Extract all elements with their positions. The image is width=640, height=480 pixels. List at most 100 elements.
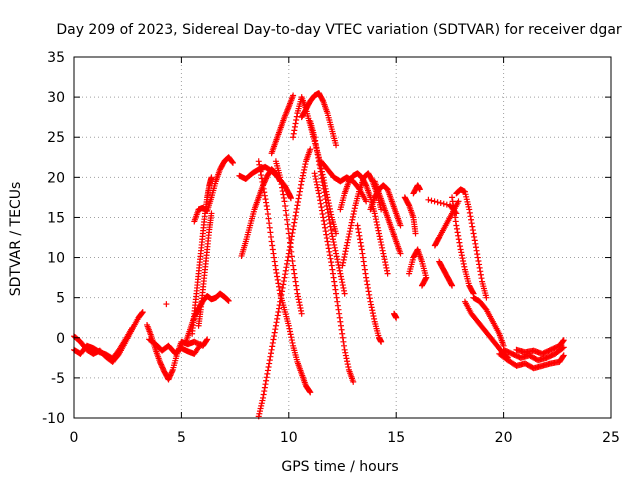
plus-marker (225, 297, 232, 304)
plus-marker (280, 281, 287, 288)
plus-marker (315, 154, 322, 161)
plus-marker (266, 224, 273, 231)
plus-marker (260, 394, 267, 401)
series-arc-2 (71, 325, 135, 362)
plus-marker (267, 353, 274, 360)
plus-marker (327, 255, 334, 262)
plus-marker (167, 370, 174, 377)
plus-marker (326, 216, 333, 223)
plus-marker (361, 266, 368, 273)
plus-marker (331, 241, 338, 248)
plus-marker (273, 319, 280, 326)
x-tick-label: 0 (70, 430, 79, 446)
series-arc-15 (272, 158, 305, 317)
plus-marker (307, 389, 314, 396)
plus-marker (334, 302, 341, 309)
y-tick-label: -10 (42, 411, 65, 427)
plus-marker (320, 182, 327, 189)
plus-marker (293, 282, 300, 289)
plus-marker (281, 274, 288, 281)
plus-marker (348, 219, 355, 226)
plus-marker (377, 236, 384, 243)
plus-marker (469, 227, 476, 234)
plus-marker (329, 233, 336, 240)
plus-marker (366, 295, 373, 302)
plus-marker (273, 270, 280, 277)
plus-marker (312, 141, 319, 148)
plus-marker (412, 230, 419, 237)
plus-marker (325, 209, 332, 216)
plus-marker (440, 200, 447, 207)
plus-marker (278, 181, 285, 188)
plus-marker (328, 262, 335, 269)
plus-marker (294, 290, 301, 297)
plus-marker (372, 216, 379, 223)
plus-marker (325, 241, 332, 248)
plus-marker (377, 239, 384, 246)
plus-marker (296, 302, 303, 309)
plus-marker (165, 376, 172, 383)
plus-marker (298, 310, 305, 317)
plus-marker (326, 252, 333, 259)
plus-marker (339, 334, 346, 341)
plus-marker (315, 187, 322, 194)
plus-marker (298, 307, 305, 314)
plus-marker (358, 246, 365, 253)
plus-marker (270, 250, 277, 257)
series-arc-14 (255, 158, 314, 396)
plus-marker (455, 232, 462, 239)
plus-marker (329, 236, 336, 243)
plus-marker (320, 214, 327, 221)
plus-marker (294, 202, 301, 209)
plus-marker (266, 360, 273, 367)
plus-marker (296, 192, 303, 199)
plus-marker (357, 239, 364, 246)
plus-marker (287, 328, 294, 335)
plus-marker (384, 270, 391, 277)
plus-marker (307, 146, 314, 153)
plus-marker (314, 151, 321, 158)
plus-marker (339, 282, 346, 289)
plus-marker (256, 161, 263, 168)
series-arc-34 (449, 194, 477, 297)
plus-marker (292, 120, 299, 127)
plus-marker (361, 262, 368, 269)
plus-marker (159, 365, 166, 372)
plus-marker (367, 298, 374, 305)
plus-marker (335, 306, 342, 313)
series-arc-26 (391, 310, 400, 321)
plus-marker (266, 220, 273, 227)
plus-marker (279, 184, 286, 191)
plus-marker (456, 239, 463, 246)
plus-marker (301, 164, 308, 171)
plus-marker (267, 229, 274, 236)
plus-marker (369, 307, 376, 314)
series-arc-36 (470, 294, 507, 349)
plus-marker (298, 181, 305, 188)
plus-marker (381, 256, 388, 263)
plus-marker (374, 221, 381, 228)
plus-marker (458, 252, 465, 259)
plus-marker (293, 209, 300, 216)
plus-marker (272, 262, 279, 269)
plus-marker (449, 198, 456, 205)
plus-marker (326, 220, 333, 227)
plus-marker (277, 177, 284, 184)
plus-marker (327, 223, 334, 230)
plus-marker (280, 194, 287, 201)
plus-marker (344, 239, 351, 246)
plus-marker (373, 219, 380, 226)
y-tick-label: 15 (47, 210, 65, 226)
plus-marker (261, 192, 268, 199)
plus-marker (317, 200, 324, 207)
plus-marker (475, 257, 482, 264)
series-arc-38 (500, 344, 567, 364)
plus-marker (369, 310, 376, 317)
plus-marker (366, 291, 373, 298)
plus-marker (328, 230, 335, 237)
plus-marker (268, 238, 275, 245)
plus-marker (383, 267, 390, 274)
plus-marker (291, 274, 298, 281)
plus-marker (288, 334, 295, 341)
